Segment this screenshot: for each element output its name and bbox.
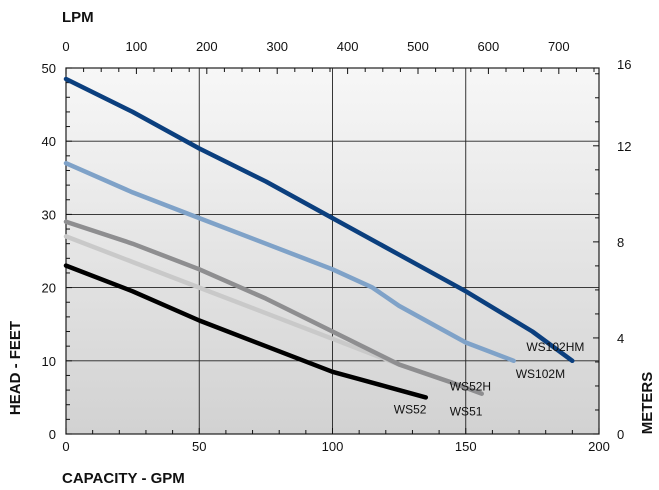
- y-tick-label: 0: [49, 427, 56, 442]
- y-tick-label: 10: [42, 354, 56, 369]
- series-lines: [63, 76, 575, 400]
- top-tick-label: 100: [126, 39, 148, 54]
- top-tick-label: 400: [337, 39, 359, 54]
- right-tick-label: 8: [617, 235, 624, 250]
- top-axis-title: LPM: [62, 9, 94, 26]
- x-tick-label: 200: [588, 439, 610, 454]
- y-tick-label: 20: [42, 281, 56, 296]
- series-line-ws52h: [63, 219, 484, 396]
- x-tick-label: 100: [322, 439, 344, 454]
- series-label-ws52: WS52: [394, 402, 427, 416]
- top-tick-label: 500: [407, 39, 429, 54]
- y-tick-label: 40: [42, 134, 56, 149]
- top-tick-label: 200: [196, 39, 218, 54]
- series-label-ws52h: WS52H: [450, 380, 491, 394]
- x-axis-title: CAPACITY - GPM: [62, 470, 185, 487]
- series-label-ws102m: WS102M: [516, 367, 565, 381]
- series-labels: WS102HM WS102M WS52H WS51 WS52: [394, 340, 585, 419]
- right-tick-label: 0: [617, 427, 624, 442]
- top-tick-label: 300: [266, 39, 288, 54]
- series-label-ws102hm: WS102HM: [526, 340, 584, 354]
- x-tick-label: 150: [455, 439, 477, 454]
- top-tick-label: 700: [548, 39, 570, 54]
- right-axis-title: METERS: [639, 372, 656, 435]
- series-line-ws52: [63, 263, 429, 400]
- axis-ticks: [65, 67, 600, 435]
- right-tick-label: 4: [617, 331, 624, 346]
- series-line-ws102hm: [63, 76, 575, 364]
- right-tick-label: 12: [617, 139, 631, 154]
- series-label-ws51: WS51: [450, 405, 483, 419]
- right-tick-label: 16: [617, 57, 631, 72]
- y-tick-label: 50: [42, 61, 56, 76]
- x-tick-label: 50: [192, 439, 206, 454]
- top-tick-label: 0: [62, 39, 69, 54]
- series-line-ws102m: [63, 160, 516, 364]
- y-tick-label: 30: [42, 207, 56, 222]
- x-tick-label: 0: [62, 439, 69, 454]
- y-axis-title: HEAD - FEET: [7, 321, 24, 415]
- top-tick-label: 600: [478, 39, 500, 54]
